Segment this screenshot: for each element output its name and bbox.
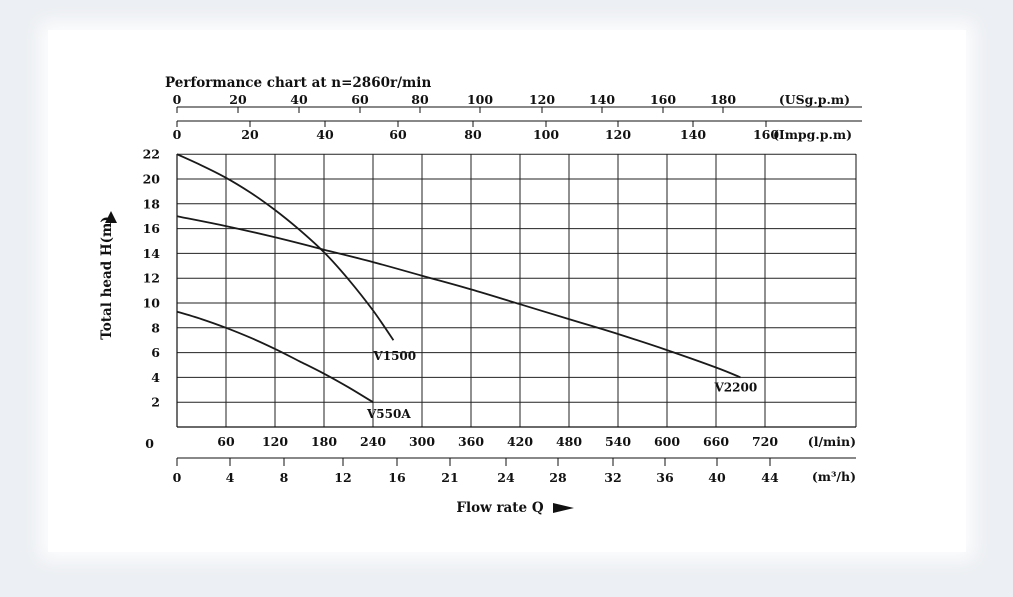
y-tick-label: 2 (151, 395, 160, 410)
x-tick-label-m3h: 16 (388, 470, 406, 485)
x-unit-m3h: (m³/h) (812, 469, 856, 484)
curve-label-v1500: V1500 (372, 349, 416, 363)
x-tick-label-m3h: 36 (656, 470, 674, 485)
y-axis-arrow (105, 211, 117, 223)
x-tick-label-usgpm: 120 (529, 92, 555, 107)
x-tick-label-m3h: 28 (549, 470, 567, 485)
x-tick-label-usgpm: 20 (229, 92, 247, 107)
x-tick-label-usgpm: 180 (710, 92, 736, 107)
x-tick-label-impgpm: 80 (464, 127, 482, 142)
curve-v2200 (176, 215, 741, 379)
x-tick-label-impgpm: 140 (680, 127, 706, 142)
x-tick-label-lmin: 240 (360, 434, 386, 449)
y-tick-label: 22 (143, 147, 160, 162)
x-tick-label-usgpm: 140 (589, 92, 615, 107)
x-tick-label-lmin: 120 (262, 434, 288, 449)
x-tick-label-m3h: 8 (280, 470, 289, 485)
y-axis-title: Total head H(m) (99, 216, 115, 339)
y-tick-label: 4 (151, 370, 160, 385)
x-tick-label-lmin: 540 (605, 434, 631, 449)
y-tick-label: 20 (143, 172, 161, 187)
x-tick-label-lmin: 420 (507, 434, 533, 449)
x-tick-label-usgpm: 160 (650, 92, 676, 107)
x-tick-label-lmin: 60 (217, 434, 235, 449)
x-tick-label-lmin: 660 (703, 434, 729, 449)
x-tick-label-m3h: 12 (334, 470, 351, 485)
x-tick-label-usgpm: 60 (351, 92, 369, 107)
x-tick-label-m3h: 24 (497, 470, 515, 485)
x-unit-impgpm: (Impg.p.m) (773, 127, 852, 142)
x-tick-label-lmin: 180 (311, 434, 337, 449)
x-tick-label-impgpm: 20 (241, 127, 259, 142)
x-unit-usgpm: (USg.p.m) (779, 92, 850, 107)
x-tick-label-impgpm: 160 (753, 127, 779, 142)
y-tick-label: 12 (143, 271, 160, 286)
y-tick-label: 10 (143, 296, 161, 311)
x-tick-label-lmin: 360 (458, 434, 484, 449)
x-tick-label-impgpm: 40 (316, 127, 334, 142)
x-tick-label-lmin: 720 (752, 434, 778, 449)
y-tick-label: 6 (151, 345, 160, 360)
x-tick-label-m3h: 40 (708, 470, 726, 485)
x-tick-label-lmin: 600 (654, 434, 680, 449)
x-unit-lmin: (l/min) (808, 434, 856, 449)
x-axis-arrow (553, 503, 574, 513)
y-tick-label: 14 (143, 246, 161, 261)
x-tick-label-m3h: 4 (226, 470, 235, 485)
x-tick-label-m3h: 0 (173, 470, 182, 485)
curve-v550a (176, 310, 374, 403)
x-tick-label-usgpm: 0 (173, 92, 182, 107)
x-tick-label-lmin: 300 (409, 434, 435, 449)
x-tick-label-m3h: 21 (441, 470, 458, 485)
x-tick-label-impgpm: 60 (389, 127, 407, 142)
x-axis-title: Flow rate Q (456, 500, 543, 516)
y-tick-label: 18 (143, 196, 161, 211)
chart-card: 2 4 6 8 10 12 14 16 18 20 22 0 Total head H(m) 60 120 1… (48, 30, 966, 552)
x-tick-label-lmin: 480 (556, 434, 582, 449)
x-tick-label-m3h: 32 (604, 470, 621, 485)
x-tick-label-usgpm: 80 (411, 92, 429, 107)
x-tick-label-impgpm: 120 (605, 127, 631, 142)
x-tick-label-usgpm: 100 (467, 92, 493, 107)
x-tick-label-impgpm: 100 (533, 127, 559, 142)
x-tick-label-impgpm: 0 (173, 127, 182, 142)
curve-v1500 (176, 153, 395, 341)
y-tick-label: 0 (145, 436, 154, 451)
y-tick-label: 16 (143, 221, 161, 236)
curve-label-v550a: V550A (366, 407, 411, 421)
chart-title: Performance chart at n=2860r/min (165, 75, 431, 91)
x-tick-label-m3h: 44 (761, 470, 779, 485)
y-tick-label: 8 (151, 320, 160, 335)
x-tick-label-usgpm: 40 (290, 92, 308, 107)
curve-label-v2200: V2200 (714, 380, 758, 394)
